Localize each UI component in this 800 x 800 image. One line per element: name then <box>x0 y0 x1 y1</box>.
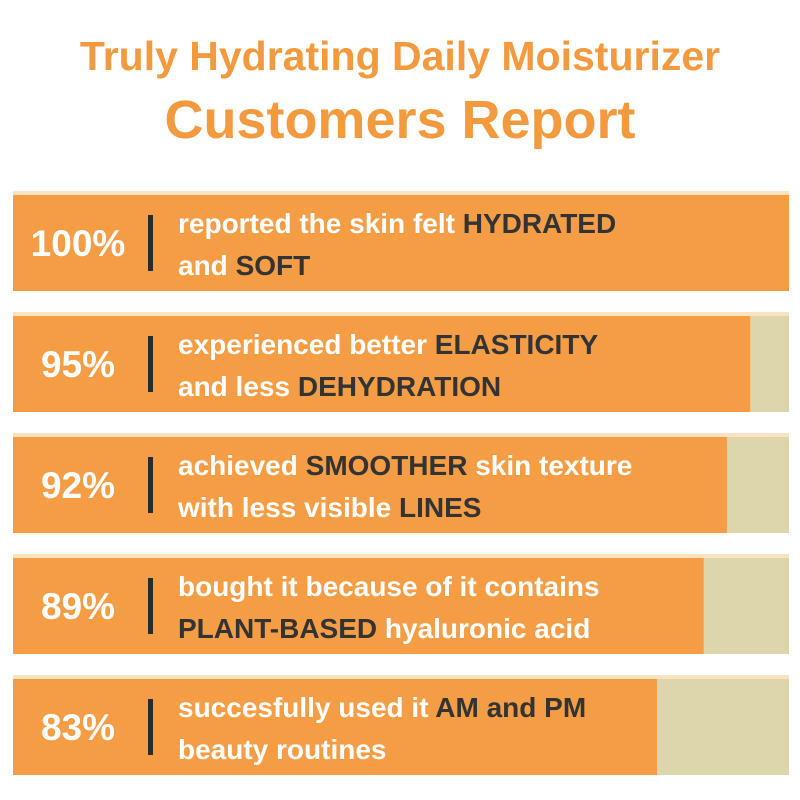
description-text: reported the skin felt <box>178 208 463 239</box>
description-highlight: DEHYDRATION <box>298 371 501 402</box>
description-line: experienced better ELASTICITY <box>178 329 598 360</box>
description-highlight: LINES <box>399 492 481 523</box>
description-line: and SOFT <box>178 250 310 281</box>
description-highlight: PLANT-BASED <box>178 613 377 644</box>
description-highlight: SOFT <box>236 250 311 281</box>
description-line: reported the skin felt HYDRATED <box>178 208 616 239</box>
description-highlight: ELASTICITY <box>435 329 599 360</box>
description-text: achieved <box>178 450 306 481</box>
bar <box>13 316 751 412</box>
value-label: 100% <box>31 223 126 264</box>
bar-highlight-stripe <box>13 675 789 679</box>
description-text: beauty routines <box>178 734 386 765</box>
description-line: beauty routines <box>178 734 386 765</box>
divider <box>148 215 153 271</box>
divider <box>148 578 153 634</box>
bar <box>13 679 658 775</box>
value-label: 83% <box>41 707 115 748</box>
bar <box>13 437 727 533</box>
description-text: succesfully used it <box>178 692 435 723</box>
description-line: PLANT-BASED hyaluronic acid <box>178 613 590 644</box>
description-highlight: AM and PM <box>435 692 586 723</box>
description-highlight: HYDRATED <box>463 208 616 239</box>
bar-highlight-stripe <box>13 312 789 316</box>
value-label: 92% <box>41 465 115 506</box>
description-text: bought it because of it contains <box>178 571 600 602</box>
bar <box>13 558 704 654</box>
description-line: and less DEHYDRATION <box>178 371 501 402</box>
description-highlight: SMOOTHER <box>306 450 468 481</box>
description-text: skin texture <box>467 450 632 481</box>
description-line: bought it because of it contains <box>178 571 600 602</box>
bar-highlight-stripe <box>13 191 789 195</box>
value-label: 89% <box>41 586 115 627</box>
title: Truly Hydrating Daily Moisturizer <box>80 33 720 79</box>
description-line: succesfully used it AM and PM <box>178 692 586 723</box>
bar <box>13 195 789 291</box>
bar-highlight-stripe <box>13 554 789 558</box>
bar-highlight-stripe <box>13 433 789 437</box>
value-label: 95% <box>41 344 115 385</box>
description-text: experienced better <box>178 329 435 360</box>
description-text: and <box>178 250 236 281</box>
description-text: and less <box>178 371 298 402</box>
description-line: with less visible LINES <box>177 492 481 523</box>
divider <box>148 699 153 755</box>
divider <box>148 336 153 392</box>
description-line: achieved SMOOTHER skin texture <box>178 450 632 481</box>
description-text: hyaluronic acid <box>377 613 590 644</box>
description-text: with less visible <box>177 492 399 523</box>
subtitle: Customers Report <box>164 90 635 150</box>
divider <box>148 457 153 513</box>
